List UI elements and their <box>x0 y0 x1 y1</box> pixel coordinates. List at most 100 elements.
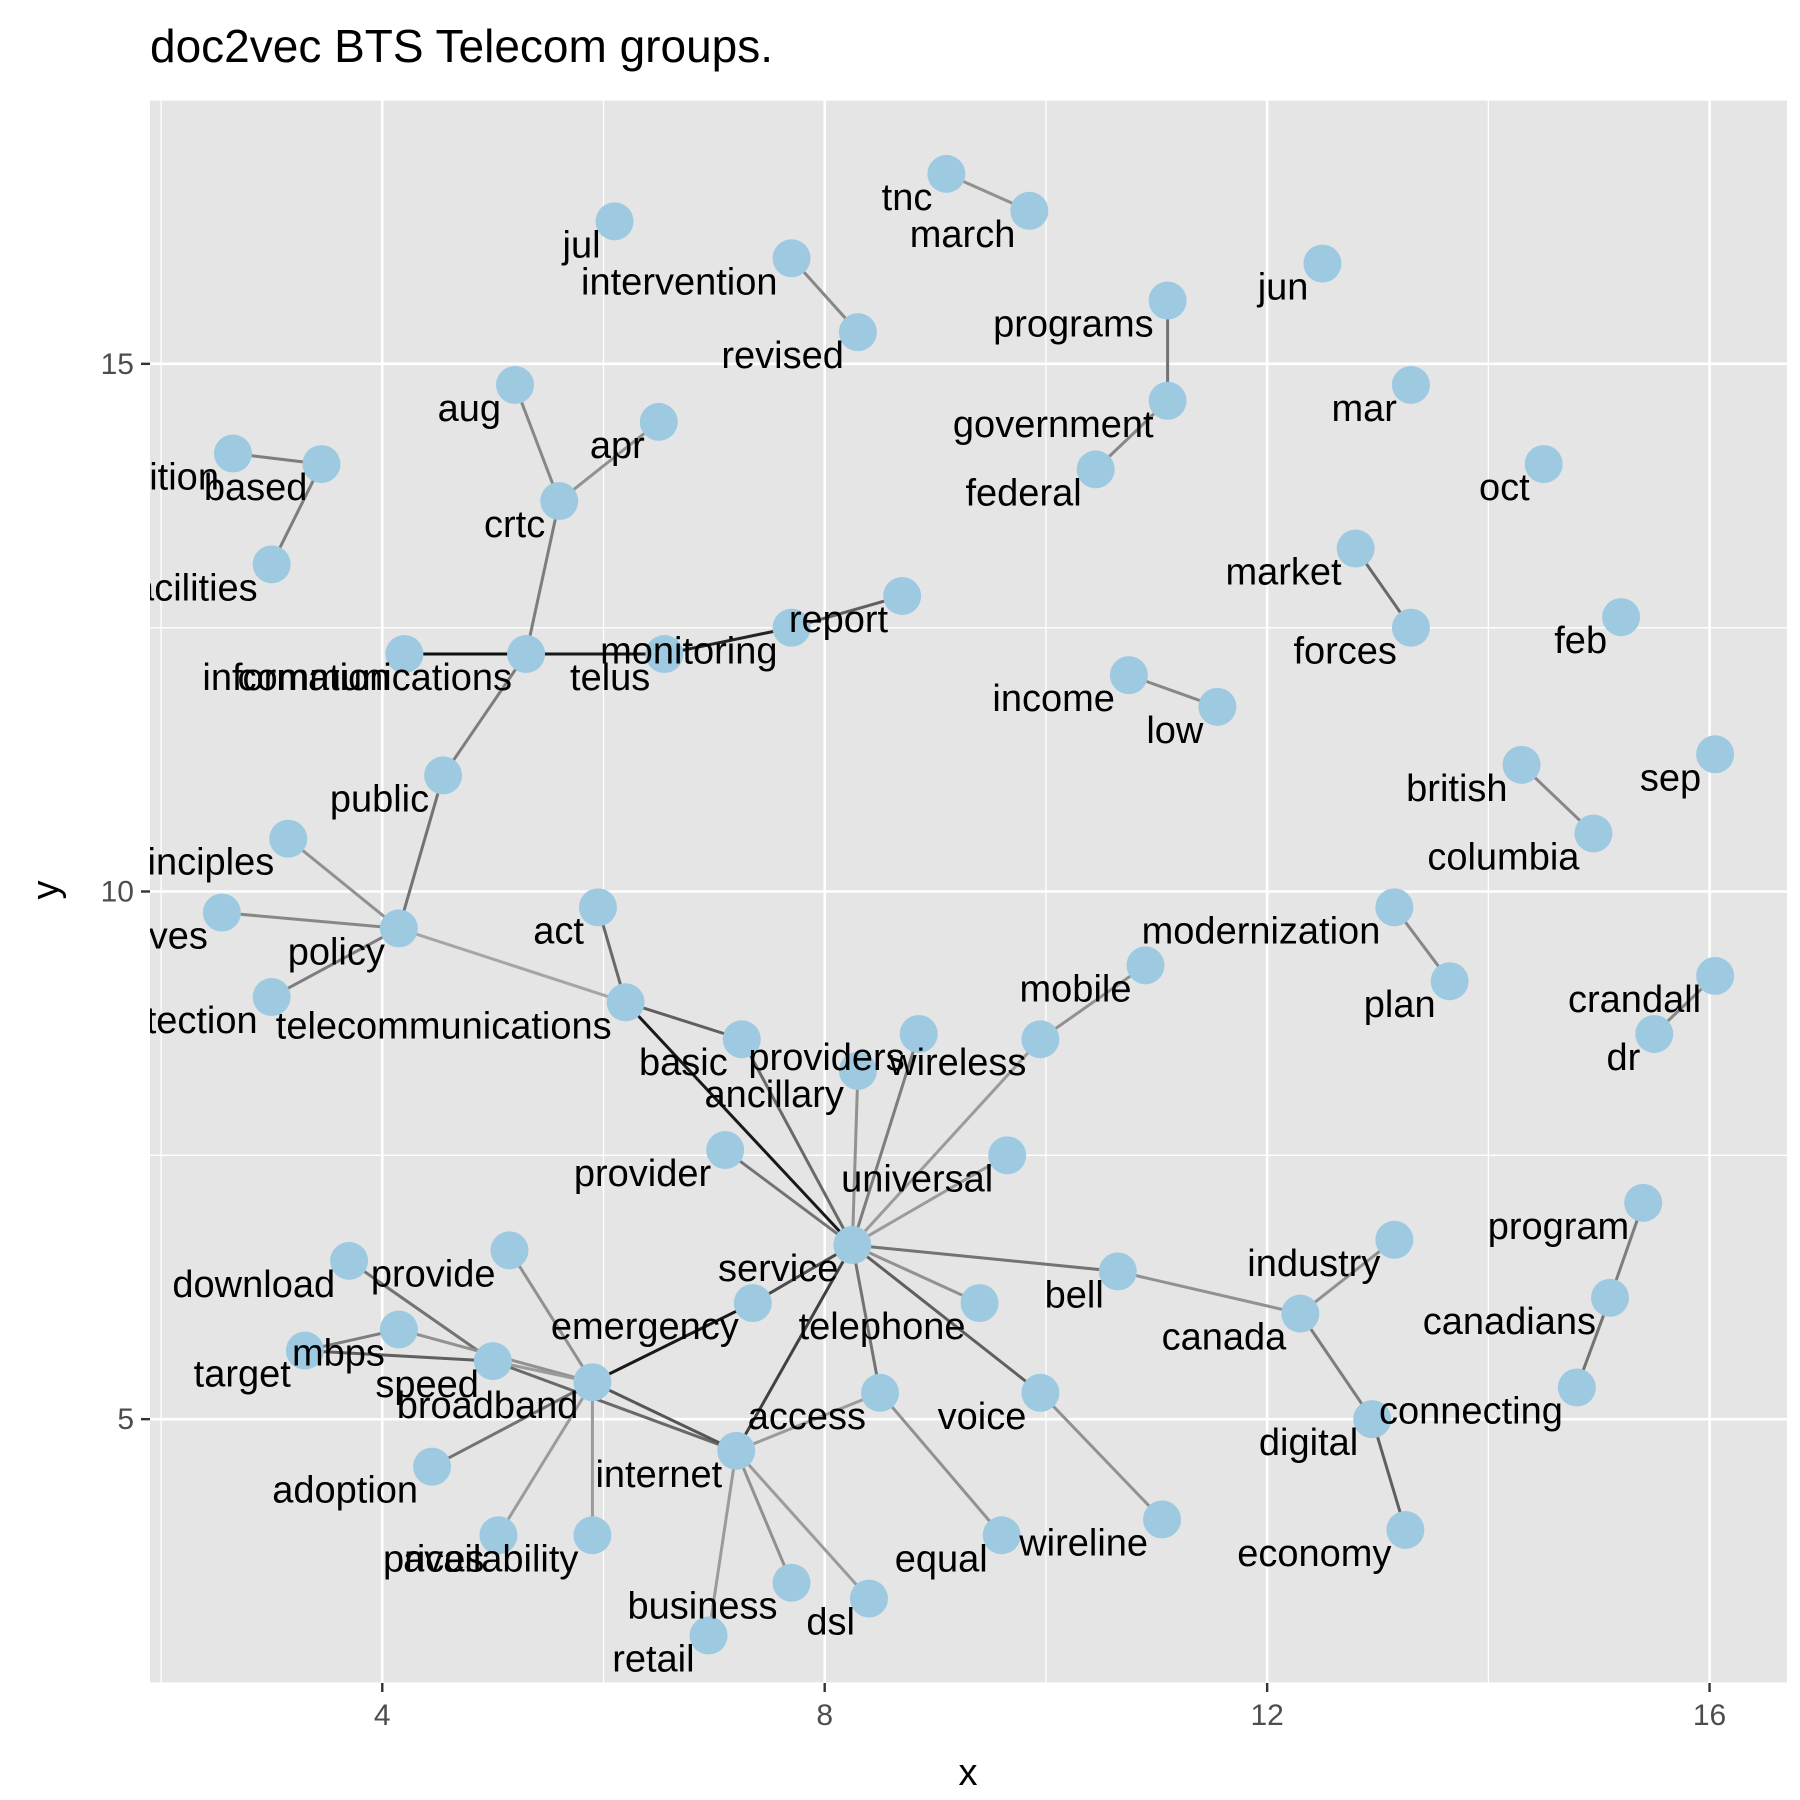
node-label-jun: jun <box>1257 267 1309 309</box>
node-label-report: report <box>789 599 889 641</box>
node-label-mar: mar <box>1331 388 1397 430</box>
node-canada <box>1281 1294 1320 1333</box>
node-label-crandall: crandall <box>1568 979 1701 1021</box>
node-label-speed: speed <box>375 1364 479 1406</box>
node-label-based: based <box>204 467 308 509</box>
node-mar <box>1391 365 1430 404</box>
node-label-adoption: adoption <box>272 1470 418 1512</box>
node-label-oct: oct <box>1479 467 1530 509</box>
y-axis-title: y <box>25 881 67 900</box>
node-protection <box>252 978 291 1017</box>
edge-principles-policy <box>287 837 400 930</box>
node-label-wireless: wireless <box>888 1042 1026 1084</box>
edge-provider-service <box>724 1148 854 1247</box>
node-label-feb: feb <box>1554 620 1607 662</box>
edge-mobile-wireless <box>1039 964 1147 1041</box>
node-aug <box>496 365 535 404</box>
edge-service-bell <box>852 1243 1118 1273</box>
edge-wireless-service <box>851 1038 1042 1247</box>
node-march <box>1010 191 1049 230</box>
node-label-principles: principles <box>114 842 275 884</box>
node-label-public: public <box>330 778 429 820</box>
edge-internet-retail <box>707 1450 738 1636</box>
node-digital <box>1353 1400 1392 1439</box>
node-competition <box>213 434 252 473</box>
edge-broadband-adoption <box>431 1380 594 1468</box>
x-tick-label: 12 <box>1250 1699 1283 1732</box>
node-modernization <box>1375 888 1414 927</box>
edge-aug-crtc <box>513 384 561 502</box>
node-providers <box>899 1014 938 1053</box>
node-based <box>302 445 341 484</box>
node-crtc <box>540 482 579 521</box>
node-objectives <box>202 893 241 932</box>
node-label-mbps: mbps <box>292 1332 385 1374</box>
edge-universal-service <box>851 1154 1008 1247</box>
edge-objectives-policy <box>221 911 400 930</box>
node-program <box>1624 1183 1663 1222</box>
node-facilities <box>252 545 291 584</box>
x-tick-label: 8 <box>816 1699 833 1732</box>
node-dr <box>1635 1014 1674 1053</box>
node-provide <box>490 1231 529 1270</box>
node-label-business: business <box>628 1586 778 1628</box>
node-download <box>330 1241 369 1280</box>
node-label-telus: telus <box>570 657 650 699</box>
node-voice <box>1021 1373 1060 1412</box>
node-market <box>1336 529 1375 568</box>
node-label-connecting: connecting <box>1379 1391 1563 1433</box>
node-monitoring <box>772 608 811 647</box>
node-equal <box>982 1516 1021 1555</box>
edge-apr-crtc <box>558 420 660 503</box>
node-wireline <box>1143 1500 1182 1539</box>
node-label-forces: forces <box>1293 631 1396 673</box>
node-label-economy: economy <box>1237 1533 1391 1575</box>
node-label-income: income <box>992 678 1115 720</box>
node-telephone <box>960 1284 999 1323</box>
node-layer <box>202 154 1735 1655</box>
y-tick-label: 10 <box>101 876 134 909</box>
node-retail <box>689 1616 728 1655</box>
node-economy <box>1386 1510 1425 1549</box>
node-basic <box>722 1020 761 1059</box>
edge-protection-policy <box>270 927 400 999</box>
node-feb <box>1602 598 1641 637</box>
edge-service-access <box>850 1244 882 1394</box>
node-forces <box>1391 608 1430 647</box>
node-label-provider: provider <box>574 1153 712 1195</box>
node-label-download: download <box>172 1264 335 1306</box>
node-label-act: act <box>533 910 584 952</box>
node-availability <box>573 1516 612 1555</box>
node-label-basic: basic <box>639 1042 728 1084</box>
node-label-communications: communications <box>238 657 513 699</box>
node-label-broadband: broadband <box>397 1385 579 1427</box>
node-label-british: british <box>1406 768 1507 810</box>
node-label-government: government <box>953 404 1154 446</box>
node-label-crtc: crtc <box>484 504 545 546</box>
edge-access-equal <box>878 1391 1003 1537</box>
node-label-march: march <box>910 214 1016 256</box>
x-tick-label: 16 <box>1693 1699 1726 1732</box>
edge-service-internet <box>734 1244 854 1452</box>
node-apr <box>639 402 678 441</box>
node-provider <box>706 1131 745 1170</box>
node-label-market: market <box>1225 552 1342 594</box>
node-label-telephone: telephone <box>799 1306 966 1348</box>
node-label-objectives: objectives <box>39 916 208 958</box>
edge-communications-public <box>441 653 528 777</box>
node-oct <box>1524 445 1563 484</box>
node-adoption <box>413 1447 452 1486</box>
edge-emergency-broadband <box>591 1301 754 1384</box>
node-label-tnc: tnc <box>882 177 933 219</box>
node-label-provide: provide <box>371 1253 496 1295</box>
node-label-telecommunications: telecommunications <box>276 1005 612 1047</box>
node-label-policy: policy <box>288 931 385 973</box>
edge-providers-service <box>850 1033 921 1246</box>
edge-monitoring-report <box>791 594 903 630</box>
node-label-modernization: modernization <box>1142 910 1381 952</box>
y-tick-label: 15 <box>101 348 134 381</box>
node-label-dr: dr <box>1606 1037 1640 1079</box>
node-dsl <box>849 1579 888 1618</box>
node-jul <box>595 202 634 241</box>
